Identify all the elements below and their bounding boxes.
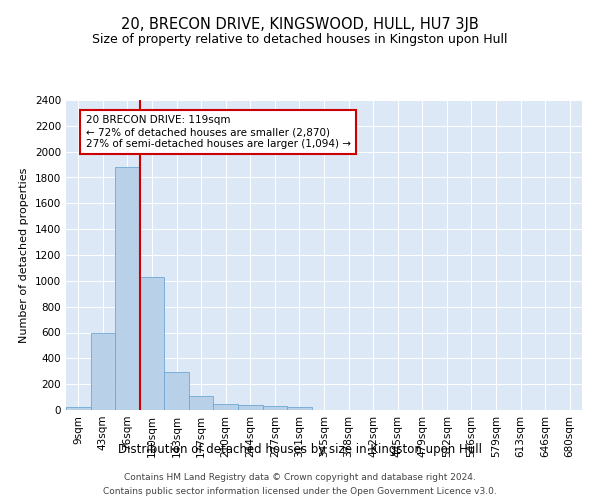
Bar [140, 277, 164, 410]
Bar [189, 396, 214, 410]
Bar [115, 167, 140, 410]
Bar [238, 405, 263, 410]
Text: Contains public sector information licensed under the Open Government Licence v3: Contains public sector information licen… [103, 488, 497, 496]
Bar [263, 406, 287, 410]
Bar [214, 404, 238, 410]
Bar [164, 372, 189, 410]
Bar [66, 408, 91, 410]
Text: Distribution of detached houses by size in Kingston upon Hull: Distribution of detached houses by size … [118, 442, 482, 456]
Text: 20 BRECON DRIVE: 119sqm
← 72% of detached houses are smaller (2,870)
27% of semi: 20 BRECON DRIVE: 119sqm ← 72% of detache… [86, 116, 350, 148]
Text: Size of property relative to detached houses in Kingston upon Hull: Size of property relative to detached ho… [92, 32, 508, 46]
Bar [287, 408, 312, 410]
Text: Contains HM Land Registry data © Crown copyright and database right 2024.: Contains HM Land Registry data © Crown c… [124, 472, 476, 482]
Bar [91, 332, 115, 410]
Y-axis label: Number of detached properties: Number of detached properties [19, 168, 29, 342]
Text: 20, BRECON DRIVE, KINGSWOOD, HULL, HU7 3JB: 20, BRECON DRIVE, KINGSWOOD, HULL, HU7 3… [121, 18, 479, 32]
